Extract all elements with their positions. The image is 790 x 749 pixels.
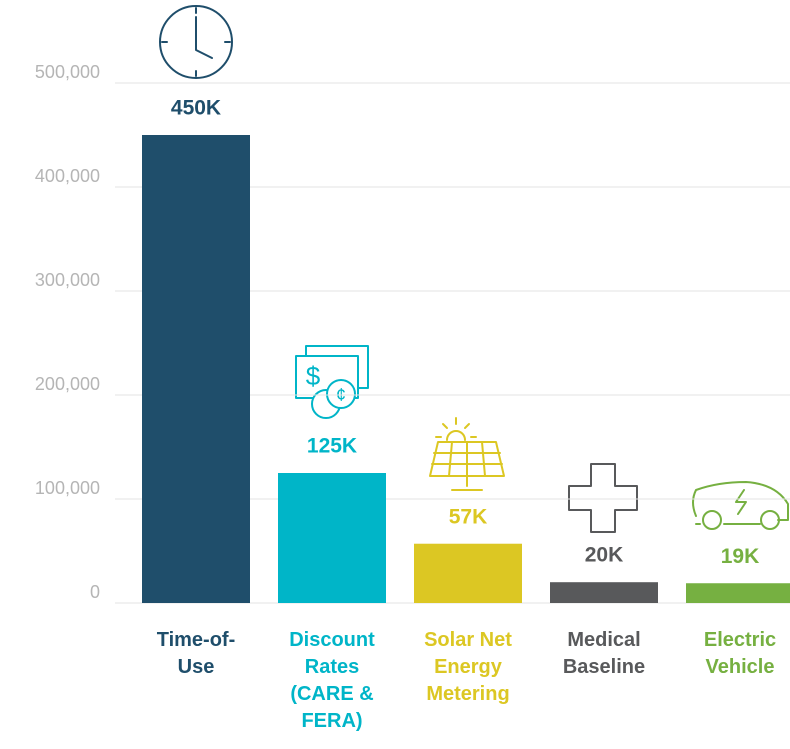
bar bbox=[278, 473, 386, 603]
y-tick-label: 100,000 bbox=[35, 478, 100, 498]
x-tick-label: Time-of-Use bbox=[156, 629, 236, 678]
dollar-sign: $ bbox=[306, 361, 321, 391]
cross-icon bbox=[568, 463, 638, 533]
y-tick-label: 0 bbox=[90, 582, 100, 602]
bar bbox=[414, 543, 522, 603]
x-tick-label: Medical Baseline bbox=[562, 629, 646, 678]
money-icon: $ ¢ bbox=[295, 345, 369, 419]
y-tick-label: 400,000 bbox=[35, 166, 100, 186]
bar bbox=[550, 582, 658, 603]
bar bbox=[686, 583, 790, 603]
x-tick-label: Solar Net Energy Metering bbox=[424, 629, 512, 705]
value-label: 20K bbox=[585, 544, 624, 567]
y-tick-label: 300,000 bbox=[35, 270, 100, 290]
x-tick-label: Electric Vehicle bbox=[703, 629, 777, 678]
value-label: 57K bbox=[449, 505, 488, 528]
x-tick-label: Discount Rates (CARE & FERA) bbox=[289, 629, 375, 732]
value-label: 125K bbox=[307, 435, 357, 458]
y-tick-label: 500,000 bbox=[35, 62, 100, 82]
clock-icon bbox=[159, 5, 233, 79]
y-tick-label: 200,000 bbox=[35, 374, 100, 394]
bar bbox=[142, 135, 250, 603]
value-label: 450K bbox=[171, 97, 221, 120]
solar-icon bbox=[429, 417, 505, 491]
car-icon bbox=[692, 481, 789, 530]
value-label: 19K bbox=[721, 545, 760, 568]
